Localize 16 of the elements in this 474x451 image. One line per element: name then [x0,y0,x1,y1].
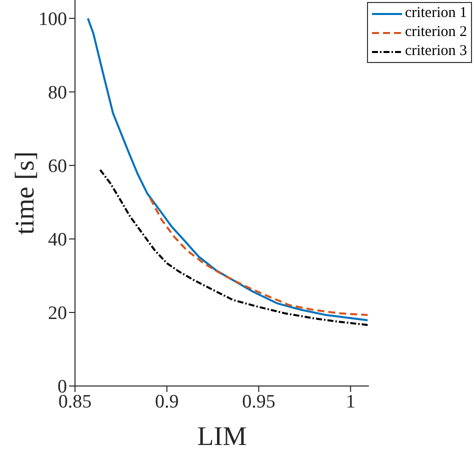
y-tick-label: 80 [48,82,67,104]
legend-label: criterion 1 [404,5,467,22]
y-tick-label: 20 [48,303,67,324]
x-axis-title: LIM [197,421,247,451]
y-tick-label: 40 [48,230,67,251]
line-series [86,17,369,322]
line-series [149,198,369,316]
legend-label: criterion 2 [404,24,467,41]
x-tick-label: 0.9 [154,391,179,412]
y-axis-title: time [s] [10,151,40,235]
y-tick-label: 60 [48,156,67,178]
legend-label: criterion 3 [404,43,467,60]
x-tick-label: 0.95 [242,391,276,412]
line-series [99,168,369,326]
y-tick-label: 100 [38,9,67,30]
x-tick-label: 1 [346,391,356,412]
